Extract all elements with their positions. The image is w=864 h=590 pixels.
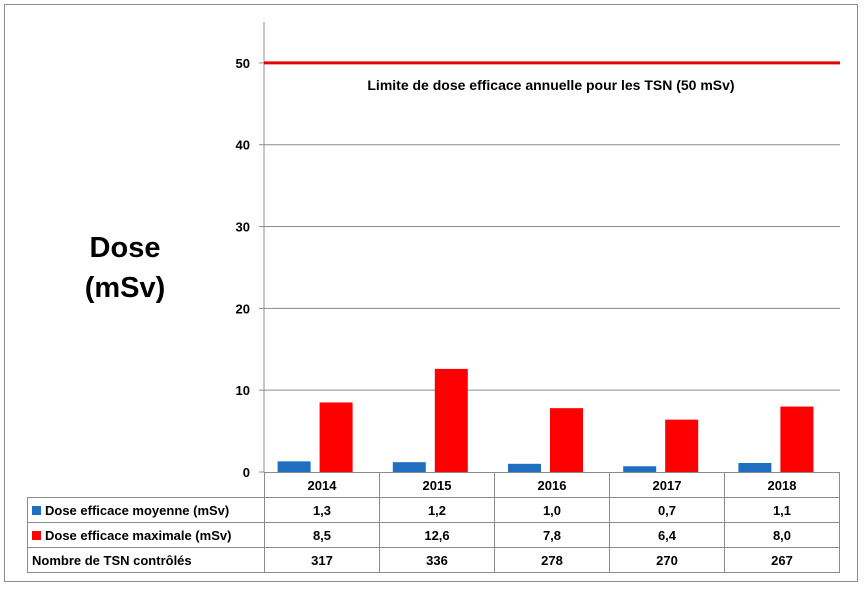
data-table: 2014 2015 2016 2017 2018 Dose efficace m… [27,472,840,573]
category-label: 2014 [264,472,380,498]
table-row-count: Nombre de TSN contrôlés 317 336 278 270 … [27,547,840,573]
count-value: 317 [264,547,380,573]
count-value: 336 [379,547,495,573]
y-axis-label: Dose (mSv) [60,228,190,308]
bar-max [665,419,699,472]
category-label: 2018 [724,472,840,498]
legend-entry-mean: Dose efficace moyenne (mSv) [27,497,265,523]
bar-mean [392,462,426,472]
table-header-row: 2014 2015 2016 2017 2018 [27,472,840,498]
legend-entry-max: Dose efficace maximale (mSv) [27,522,265,548]
bar-max [780,406,814,472]
y-axis-label-line2: (mSv) [84,272,166,304]
data-label-mean: 1,1 [724,497,840,523]
data-label-mean: 1,2 [379,497,495,523]
data-label-max: 6,4 [609,522,725,548]
data-label-mean: 1,3 [264,497,380,523]
data-label-max: 8,5 [264,522,380,548]
legend-label-mean: Dose efficace moyenne (mSv) [45,502,230,518]
y-axis-label-line1: Dose [89,232,161,264]
data-label-max: 8,0 [724,522,840,548]
table-row-mean: Dose efficace moyenne (mSv) 1,3 1,2 1,0 … [27,497,840,523]
legend-swatch-mean [32,505,41,515]
y-tick-label: 30 [236,220,250,235]
y-tick-label: 10 [236,383,250,398]
count-row-label: Nombre de TSN contrôlés [27,547,265,573]
data-label-mean: 1,0 [494,497,610,523]
bar-mean [738,463,772,472]
data-label-mean: 0,7 [609,497,725,523]
reference-line-label: Limite de dose efficace annuelle pour le… [367,77,734,93]
legend-swatch-max [32,530,41,540]
y-tick-label: 40 [236,138,250,153]
y-tick-label: 20 [236,301,250,316]
bar-max [434,368,468,472]
count-value: 267 [724,547,840,573]
bar-max [319,402,353,472]
data-label-max: 12,6 [379,522,495,548]
bar-max [550,408,583,472]
bar-mean [277,461,311,472]
table-row-max: Dose efficace maximale (mSv) 8,5 12,6 7,… [27,522,840,548]
category-label: 2015 [379,472,495,498]
bar-mean [508,463,541,472]
bar-mean [623,466,657,472]
count-value: 270 [609,547,725,573]
data-label-max: 7,8 [494,522,610,548]
count-value: 278 [494,547,610,573]
y-tick-label: 50 [236,56,250,71]
category-label: 2017 [609,472,725,498]
category-label: 2016 [494,472,610,498]
table-corner-cell [27,472,265,498]
legend-label-max: Dose efficace maximale (mSv) [45,527,232,543]
